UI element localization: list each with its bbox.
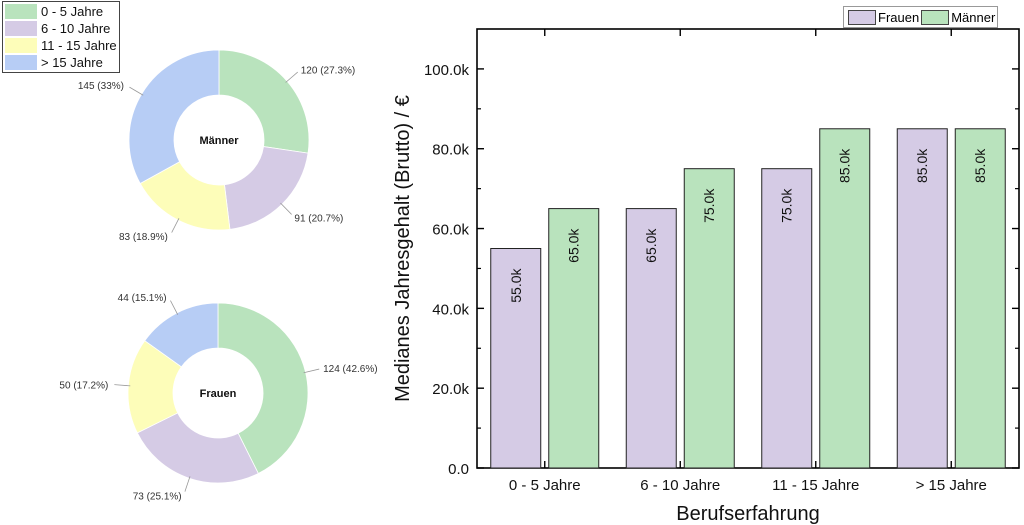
bar-frauen [896,128,948,469]
y-tick-label: 20.0k [432,381,469,398]
pie-slice [128,49,220,185]
slice-label: 73 (25.1%) [133,491,182,502]
bar-value-label: 65.0k [566,228,582,263]
x-tick-label: 0 - 5 Jahre [509,477,581,494]
y-tick-label: 0.0 [448,461,469,478]
bar-frauen [490,248,542,469]
slice-label: 124 (42.6%) [323,364,377,375]
bar-value-label: 55.0k [508,268,524,303]
legend-item: 6 - 10 Jahre [5,20,117,37]
legend-item: > 15 Jahre [5,54,117,71]
legend-swatch-maenner [921,9,950,25]
legend-item: 11 - 15 Jahre [5,37,117,54]
y-axis-label: Medianes Jahresgehalt (Brutto) / € [392,95,414,402]
leader-line [285,71,298,83]
leader-line [280,202,292,215]
x-tick-label: 6 - 10 Jahre [640,477,720,494]
legend-item: 0 - 5 Jahre [5,3,117,20]
bar-frauen [625,208,677,469]
legend-swatch [5,4,37,19]
pie-slice [136,412,259,484]
legend-swatch [5,38,37,53]
bar-value-label: 85.0k [972,148,988,183]
legend-label: 6 - 10 Jahre [41,21,111,36]
donut-title: Männer [199,135,239,147]
bar-value-label: 85.0k [914,148,930,183]
y-tick-label: 80.0k [432,142,469,159]
bar-legend: Frauen Männer [843,6,999,28]
age-legend: 0 - 5 Jahre 6 - 10 Jahre 11 - 15 Jahre >… [2,1,120,73]
pie-slice [144,302,219,368]
donut-title: Frauen [200,388,237,400]
plot-frame [476,28,1020,469]
bar-value-label: 75.0k [701,188,717,223]
legend-label: 0 - 5 Jahre [41,4,104,19]
slice-label: 91 (20.7%) [294,213,343,224]
bar-value-label: 85.0k [837,148,853,183]
y-tick-label: 60.0k [432,222,469,239]
pie-slice [218,49,310,154]
slice-label: 44 (15.1%) [118,293,167,304]
bar-maenner [548,208,600,469]
bar-value-label: 65.0k [643,228,659,263]
legend-label-frauen: Frauen [878,9,920,25]
bar-maenner [819,128,871,469]
slice-label: 120 (27.3%) [301,65,355,76]
bar-maenner [683,168,735,469]
slice-label: 50 (17.2%) [59,380,108,391]
leader-line [303,368,320,374]
bar-value-label: 75.0k [779,188,795,223]
y-tick-label: 40.0k [432,301,469,318]
slice-label: 145 (33%) [78,81,124,92]
leader-line [114,384,131,387]
leader-line [184,476,191,492]
legend-label: 11 - 15 Jahre [41,38,117,53]
x-axis-label: Berufserfahrung [676,503,819,525]
x-tick-label: > 15 Jahre [916,477,987,494]
leader-line [129,86,144,96]
pie-slice [217,302,309,475]
slice-label: 83 (18.9%) [119,232,168,243]
y-tick-label: 100.0k [424,62,470,79]
legend-swatch-frauen [848,9,876,25]
legend-label-maenner: Männer [951,9,996,25]
legend-swatch [5,21,37,36]
legend-swatch [5,55,37,70]
legend-label: > 15 Jahre [41,55,103,70]
bar-maenner [954,128,1006,469]
x-tick-label: 11 - 15 Jahre [772,477,859,494]
bar-frauen [761,168,813,469]
leader-line [171,218,180,233]
leader-line [170,300,179,315]
